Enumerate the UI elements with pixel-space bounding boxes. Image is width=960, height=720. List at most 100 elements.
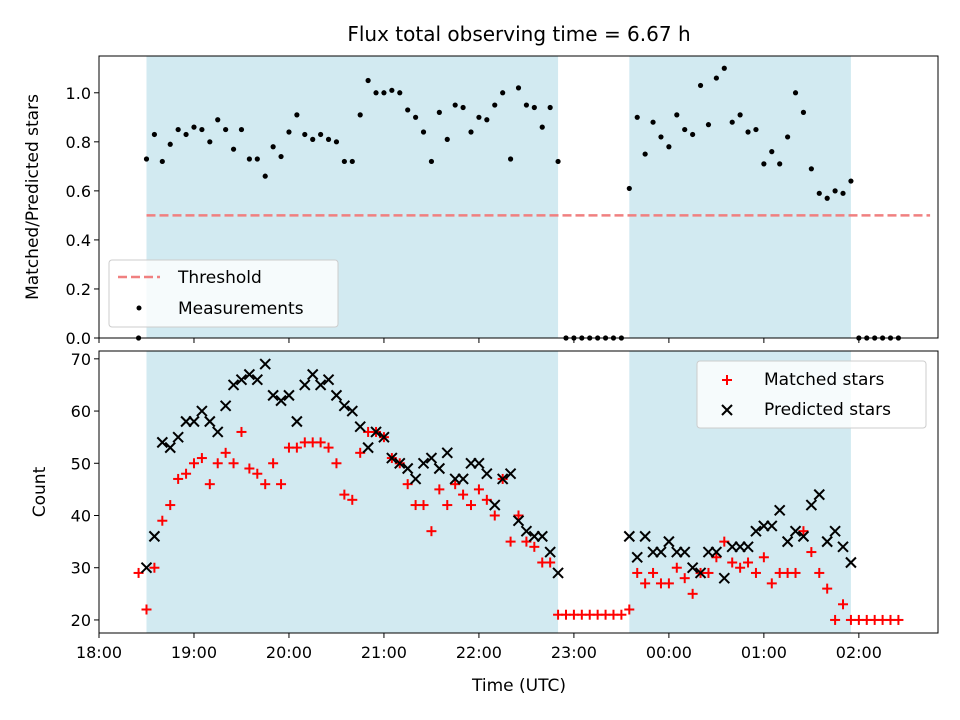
- measurement-point: [191, 124, 197, 130]
- measurement-point: [230, 146, 237, 152]
- predicted-star-point: [489, 499, 501, 511]
- predicted-star-point: [821, 535, 833, 548]
- predicted-star-point: [227, 379, 240, 391]
- matched-star-point: [442, 500, 453, 511]
- matched-star-point: [893, 614, 904, 625]
- predicted-star-point: [370, 426, 382, 438]
- legend-predicted-label: Predicted stars: [764, 400, 891, 420]
- measurement-point: [325, 136, 332, 142]
- measurement-point: [397, 90, 403, 96]
- top-y-tick-label: 0.2: [66, 280, 91, 299]
- matched-star-point: [331, 458, 342, 469]
- predicted-star-point: [750, 525, 762, 537]
- matched-star-point: [466, 500, 477, 511]
- predicted-star-point: [773, 504, 786, 516]
- predicted-star-point: [766, 520, 778, 532]
- measurement-point: [690, 131, 696, 138]
- matched-star-point: [196, 453, 207, 464]
- measurement-point: [302, 131, 308, 138]
- measurement-point: [476, 114, 482, 120]
- predicted-star-point: [829, 525, 841, 537]
- matched-star-point: [545, 557, 556, 568]
- predicted-star-point: [433, 462, 446, 475]
- bottom-axes-frame: [98, 350, 939, 634]
- measurement-point: [413, 114, 419, 120]
- predicted-star-point: [512, 515, 525, 527]
- predicted-star-point: [845, 556, 857, 569]
- measurement-point: [143, 156, 150, 162]
- measurement-point: [658, 134, 664, 140]
- legend-predicted-swatch: [721, 404, 733, 416]
- predicted-star-point: [441, 447, 453, 459]
- measurement-point: [777, 161, 783, 167]
- legend-threshold-label: Threshold: [177, 268, 262, 288]
- predicted-star-point: [718, 572, 730, 584]
- measurement-point: [333, 139, 340, 145]
- matched-star-point: [268, 458, 279, 469]
- matched-star-point: [838, 599, 849, 610]
- measurement-point: [729, 119, 735, 125]
- predicted-star-point: [212, 426, 224, 438]
- matched-star-point: [188, 458, 199, 469]
- matched-star-point: [212, 458, 223, 469]
- measurement-point: [800, 109, 807, 115]
- bot-y-tick-label: 70: [71, 350, 91, 369]
- predicted-star-point: [694, 567, 707, 579]
- matched-star-point: [648, 567, 659, 578]
- legend-matched-label: Matched stars: [764, 370, 884, 390]
- predicted-star-point: [346, 405, 358, 417]
- predicted-star-point: [623, 530, 636, 543]
- predicted-star-point: [552, 567, 564, 579]
- predicted-star-point: [259, 358, 271, 370]
- chart-title: Flux total observing time = 6.67 h: [347, 22, 690, 46]
- measurement-point: [373, 90, 379, 96]
- matched-star-point: [640, 578, 651, 589]
- predicted-star-point: [156, 436, 169, 449]
- measurement-point: [357, 112, 363, 118]
- bot-y-tick-label: 50: [71, 454, 91, 473]
- measurement-point: [824, 195, 830, 201]
- top-y-ticks: 0.0 0.2 0.4 0.6 0.8 1.0: [66, 84, 99, 348]
- measurement-point: [270, 144, 276, 150]
- bot-y-tick-label: 60: [71, 402, 91, 421]
- measurement-point: [341, 158, 347, 165]
- predicted-star-point: [401, 462, 414, 475]
- predicted-star-point: [330, 389, 343, 402]
- matched-star-point: [291, 442, 302, 453]
- predicted-star-point: [204, 415, 216, 428]
- measurement-point: [159, 158, 165, 165]
- predicted-star-point: [354, 421, 366, 433]
- x-tick-label: 18:00: [76, 643, 122, 662]
- measurement-point: [721, 65, 727, 71]
- predicted-star-point: [148, 530, 161, 543]
- measurement-point: [294, 112, 300, 118]
- measurement-point: [745, 129, 751, 135]
- measurement-point: [484, 117, 490, 123]
- predicted-star-point: [251, 374, 264, 386]
- predicted-star-point: [291, 415, 303, 428]
- predicted-star-point: [789, 525, 802, 537]
- matched-star-point: [426, 526, 437, 537]
- measurement-point: [428, 158, 435, 165]
- bottom-plot-marks: [133, 358, 904, 625]
- top-legend: Threshold Measurements: [108, 259, 339, 328]
- legend-measurement-swatch: [136, 305, 142, 311]
- measurement-point: [167, 141, 173, 147]
- matched-star-point: [687, 588, 698, 599]
- matched-star-point: [434, 484, 445, 495]
- measurement-point: [539, 124, 545, 130]
- matched-star-point: [830, 614, 841, 625]
- matched-star-point: [766, 578, 777, 589]
- measurement-point: [444, 136, 450, 142]
- predicted-star-point: [338, 400, 351, 412]
- measurement-point: [286, 129, 292, 135]
- measurement-point: [175, 126, 181, 133]
- matched-star-point: [758, 552, 769, 563]
- legend-matched-marker: [722, 375, 732, 385]
- bot-y-tick-label: 40: [71, 507, 91, 526]
- predicted-star-point: [267, 389, 279, 402]
- predicted-star-point: [781, 535, 794, 548]
- matched-star-point: [505, 536, 516, 547]
- matched-star-point: [220, 447, 231, 458]
- predicted-star-point: [710, 546, 723, 558]
